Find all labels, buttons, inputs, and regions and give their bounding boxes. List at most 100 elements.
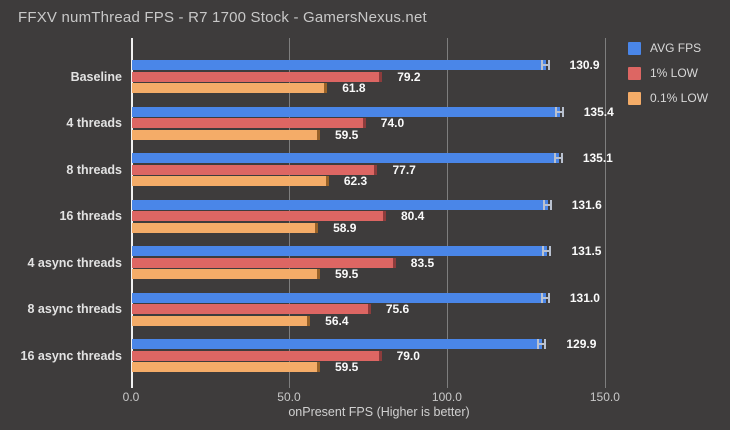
gridline-100: [446, 38, 448, 388]
value-label: 59.5: [334, 267, 359, 281]
error-whisker-part: [540, 60, 543, 70]
error-cap: [378, 350, 382, 361]
bar-avg-fps: [132, 292, 546, 303]
error-whisker-part: [547, 60, 550, 70]
error-whisker-part: [537, 343, 547, 345]
error-whisker-part: [553, 153, 556, 163]
bar-avg-fps: [132, 339, 543, 349]
error-whisker: [553, 153, 563, 163]
plot-area: onPresent FPS (Higher is better) 0.0 50.0…: [21, 38, 627, 419]
error-cap: [316, 129, 320, 140]
bar-1pct-low: [132, 257, 396, 268]
legend-label: AVG FPS: [650, 41, 702, 55]
category-label: 4 threads: [66, 116, 122, 130]
value-label: 77.7: [392, 162, 416, 177]
error-whisker-part: [540, 296, 550, 299]
legend-label: 1% LOW: [650, 66, 699, 80]
error-whisker-part: [537, 339, 540, 349]
category-label: 8 threads: [66, 162, 122, 177]
bar-0-1pct-low: [132, 129, 320, 140]
value-label: 74.0: [380, 116, 405, 130]
value-label: 129.9: [566, 337, 597, 351]
value-label: 56.4: [325, 313, 349, 328]
error-whisker-part: [542, 203, 552, 206]
value-label: 135.4: [583, 104, 614, 119]
error-cap: [383, 211, 386, 221]
category-label: 16 threads: [59, 209, 122, 223]
error-whisker-part: [544, 339, 547, 349]
error-whisker-part: [553, 157, 563, 159]
legend-item-avg-fps: AVG FPS: [628, 41, 708, 55]
value-label: 83.5: [410, 255, 435, 270]
error-whisker-part: [542, 199, 545, 210]
bar-avg-fps: [132, 60, 546, 70]
category-label: Baseline: [70, 69, 122, 84]
category-label: 8 async threads: [27, 302, 123, 316]
bar-1pct-low: [132, 350, 382, 361]
legend-item-1pct-low: 1% LOW: [628, 66, 708, 80]
error-cap: [324, 83, 328, 93]
x-axis-label: onPresent FPS (Higher is better): [288, 405, 470, 419]
error-cap: [379, 71, 383, 82]
error-cap: [374, 164, 378, 175]
x-tick-label: 150.0: [589, 390, 620, 404]
error-cap: [362, 118, 366, 128]
x-tick-label: 0.0: [122, 390, 140, 404]
value-label: 131.6: [571, 197, 602, 212]
bar-0-1pct-low: [132, 362, 320, 372]
bar-0-1pct-low: [132, 222, 319, 233]
error-cap: [307, 315, 311, 326]
bar-0-1pct-low: [132, 269, 320, 279]
bar-0-1pct-low: [132, 315, 311, 326]
value-label: 75.6: [385, 302, 410, 316]
error-whisker: [540, 60, 550, 70]
x-tick-label: 100.0: [431, 390, 462, 404]
value-label: 80.4: [401, 209, 425, 223]
value-label: 59.5: [334, 360, 359, 374]
bar-0-1pct-low: [132, 176, 329, 186]
value-label: 131.5: [571, 244, 602, 258]
error-cap: [325, 176, 329, 186]
value-label: 58.9: [333, 220, 357, 235]
error-whisker: [542, 246, 552, 256]
category-label: 16 async threads: [20, 348, 122, 363]
legend-swatch-icon: [628, 66, 641, 80]
value-label: 59.5: [334, 127, 359, 142]
error-whisker-part: [542, 246, 545, 256]
error-cap: [316, 269, 320, 279]
bar-avg-fps: [132, 199, 548, 210]
error-whisker: [537, 339, 547, 349]
error-whisker-part: [560, 153, 563, 163]
error-cap: [367, 304, 371, 314]
error-whisker: [542, 199, 552, 210]
error-whisker: [554, 106, 564, 117]
value-label: 135.1: [582, 151, 613, 165]
error-whisker-part: [549, 199, 552, 210]
error-whisker-part: [542, 250, 552, 252]
error-whisker-part: [547, 292, 550, 303]
bar-1pct-low: [132, 304, 371, 314]
bar-1pct-low: [132, 164, 378, 175]
x-tick-label: 50.0: [277, 390, 301, 404]
error-whisker-part: [549, 246, 552, 256]
error-whisker-part: [554, 106, 557, 117]
error-cap: [315, 222, 319, 233]
legend-swatch-icon: [628, 91, 641, 105]
error-whisker: [540, 292, 550, 303]
bar-avg-fps: [132, 153, 559, 163]
value-label: 130.9: [569, 58, 600, 72]
error-whisker-part: [540, 64, 550, 66]
error-whisker-part: [561, 106, 564, 117]
error-cap: [316, 362, 320, 372]
gridline-150: [604, 38, 606, 388]
legend-swatch-icon: [628, 41, 641, 55]
bar-1pct-low: [132, 118, 366, 128]
value-label: 131.0: [569, 290, 600, 305]
value-label: 62.3: [343, 174, 368, 188]
error-cap: [392, 257, 396, 268]
legend-label: 0.1% LOW: [650, 91, 709, 105]
error-whisker-part: [554, 110, 564, 113]
legend: AVG FPS 1% LOW 0.1% LOW: [628, 41, 708, 116]
chart-title: FFXV numThread FPS - R7 1700 Stock - Gam…: [18, 9, 427, 26]
